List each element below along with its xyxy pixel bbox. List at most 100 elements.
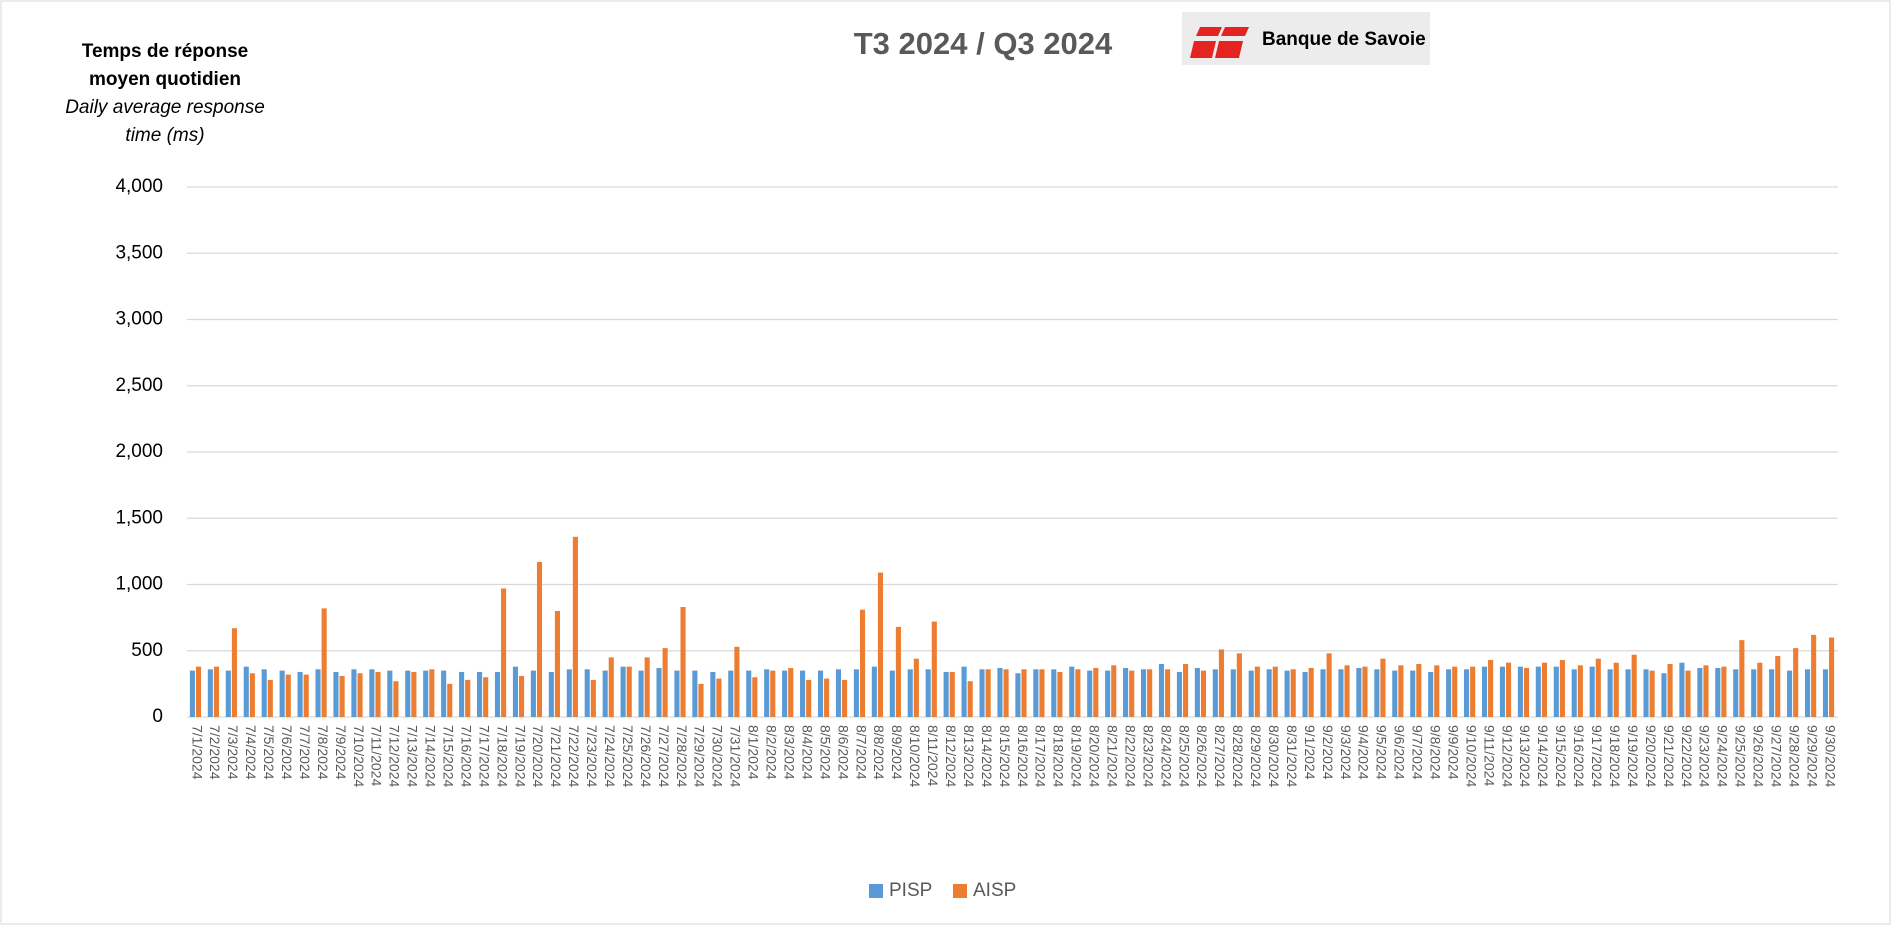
bar [1715,667,1721,717]
bar [1541,662,1547,717]
x-tick-label: 7/1/2024 [189,725,205,780]
bar [1374,669,1380,717]
bar [1320,669,1326,717]
bar [656,667,662,717]
bar [1488,660,1494,717]
bar [1218,649,1224,717]
x-tick-label: 8/12/2024 [943,725,959,787]
bar [710,671,716,717]
bar [1093,667,1099,717]
bar [698,683,704,717]
bar [459,671,465,717]
bar [590,679,596,717]
bar [1829,637,1835,717]
bar [1822,669,1829,717]
bar [1416,664,1422,717]
bar [483,677,489,717]
x-tick-label: 8/19/2024 [1069,725,1085,787]
x-tick-label: 7/4/2024 [243,725,259,780]
bar [1595,658,1601,717]
bar [1165,669,1171,717]
x-tick-label: 7/28/2024 [674,725,690,787]
y-axis-title-text: Temps de réponse moyen quotidien Daily a… [30,38,300,150]
bar [1158,664,1165,717]
bar [530,670,536,717]
x-tick-label: 7/18/2024 [494,725,510,787]
bar [1607,669,1613,717]
bar [1105,670,1111,717]
bar [1380,658,1386,717]
bar [716,678,722,717]
bar [285,674,291,717]
bar [387,670,393,717]
bar [447,683,453,717]
bar [536,561,543,717]
bar [1272,666,1278,717]
bar [213,666,220,717]
bar [1326,653,1332,717]
x-tick-label: 7/19/2024 [512,725,528,787]
x-tick-label: 7/24/2024 [602,725,618,787]
x-tick-label: 8/30/2024 [1266,725,1282,787]
x-tick-label: 9/14/2024 [1535,725,1551,787]
bar [895,626,901,717]
bar [1362,666,1368,717]
bar [225,670,231,717]
bar [674,670,680,717]
bar [1254,666,1260,717]
x-tick-label: 7/22/2024 [566,725,582,787]
bar [554,611,560,717]
bar [189,670,195,717]
x-tick-label: 7/9/2024 [333,725,349,780]
bar [231,628,237,717]
bar [752,677,758,717]
bar [1069,666,1075,717]
bar [1679,662,1685,717]
bar [1685,670,1691,717]
x-tick-label: 8/29/2024 [1248,725,1264,787]
legend-label: AISP [973,880,1016,901]
x-tick-label: 7/20/2024 [530,725,546,787]
bar [1428,671,1434,717]
x-tick-label: 8/5/2024 [817,725,833,780]
x-tick-label: 8/7/2024 [853,725,869,780]
bar [907,669,913,717]
bar [243,666,249,717]
logo: Banque de Savoie [1182,12,1430,65]
bar [859,609,866,717]
bar [1571,669,1577,717]
x-tick-label: 9/2/2024 [1320,725,1336,780]
y-tick-label: 2,000 [115,441,163,462]
x-tick-label: 9/9/2024 [1445,725,1461,780]
x-tick-label: 8/16/2024 [1015,725,1031,787]
bar [800,670,806,717]
bar [1535,666,1541,717]
bar [662,648,668,717]
x-tick-label: 9/17/2024 [1589,725,1605,787]
bar [584,669,590,717]
bar [806,679,812,717]
bar [566,669,572,717]
x-tick-label: 8/20/2024 [1087,725,1103,787]
bar [746,670,752,717]
bar [943,671,949,717]
bar [1697,667,1703,717]
bar [925,669,931,717]
bar [1033,669,1039,717]
bar [835,669,842,717]
legend-swatch [953,884,967,898]
bar [1523,667,1530,717]
x-tick-label: 7/23/2024 [584,725,600,787]
bar [207,669,213,717]
bar [351,669,357,717]
bar [423,670,429,717]
bar [1517,666,1523,717]
x-tick-label: 9/4/2024 [1356,725,1372,780]
bar [465,679,471,717]
x-tick-label: 8/24/2024 [1158,725,1174,787]
x-tick-label: 7/30/2024 [710,725,726,787]
bar [608,657,614,717]
x-tick-label: 9/25/2024 [1733,725,1749,787]
x-tick-label: 9/28/2024 [1786,725,1802,787]
